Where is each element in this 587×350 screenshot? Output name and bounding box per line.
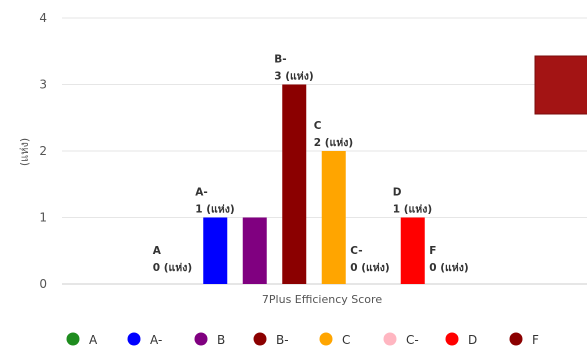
legend-marker <box>509 332 523 346</box>
bar-D[interactable] <box>400 217 425 285</box>
legend-item-C[interactable]: C <box>342 333 350 347</box>
data-label: 3 (แห่ง) <box>274 71 313 83</box>
data-label: 1 (แห่ง) <box>393 204 432 216</box>
y-axis-label: (แห่ง) <box>18 138 31 166</box>
data-label: B- <box>274 54 286 66</box>
y-tick-label: 3 <box>39 78 47 92</box>
data-label: F <box>429 245 436 257</box>
data-label: A- <box>195 187 207 199</box>
bar-C[interactable] <box>321 151 346 284</box>
data-label: D <box>393 187 402 199</box>
legend-item-F[interactable]: F <box>532 333 539 347</box>
data-label: 0 (แห่ง) <box>153 262 192 274</box>
data-label: A <box>153 245 162 257</box>
data-label: 1 (แห่ง) <box>195 204 234 216</box>
legend: A A- B B- C C- D F <box>66 332 539 347</box>
legend-marker <box>127 332 141 346</box>
bar-A-[interactable] <box>203 217 228 285</box>
data-labels: A 0 (แห่ง) A- 1 (แห่ง) B- 3 (แห่ง) C 2 (แห่ง) C-… <box>153 54 469 275</box>
y-tick-label: 4 <box>39 11 47 25</box>
data-label: 0 (แห่ง) <box>350 262 389 274</box>
legend-marker <box>66 332 80 346</box>
y-tick-label: 0 <box>39 277 47 291</box>
legend-item-C-[interactable]: C- <box>406 333 419 347</box>
overlay-box <box>534 55 587 115</box>
legend-item-A-[interactable]: A- <box>150 333 162 347</box>
legend-marker <box>383 332 397 346</box>
data-label: 2 (แห่ง) <box>314 137 353 149</box>
legend-marker <box>445 332 459 346</box>
legend-item-B[interactable]: B <box>217 333 225 347</box>
legend-item-A[interactable]: A <box>89 333 98 347</box>
data-label: 0 (แห่ง) <box>429 262 468 274</box>
x-axis-label: 7Plus Efficiency Score <box>262 293 382 306</box>
legend-marker <box>319 332 333 346</box>
legend-marker <box>253 332 267 346</box>
y-tick-label: 2 <box>39 144 47 158</box>
data-label: C- <box>350 245 362 257</box>
bar-B-[interactable] <box>282 84 307 285</box>
data-label: C <box>314 120 322 132</box>
y-tick-label: 1 <box>39 211 47 225</box>
legend-item-D[interactable]: D <box>468 333 477 347</box>
bars <box>203 84 425 285</box>
bar-B[interactable] <box>242 217 267 285</box>
legend-item-B-[interactable]: B- <box>276 333 289 347</box>
y-axis-ticks: 0 1 2 3 4 <box>39 11 47 291</box>
legend-marker <box>194 332 208 346</box>
